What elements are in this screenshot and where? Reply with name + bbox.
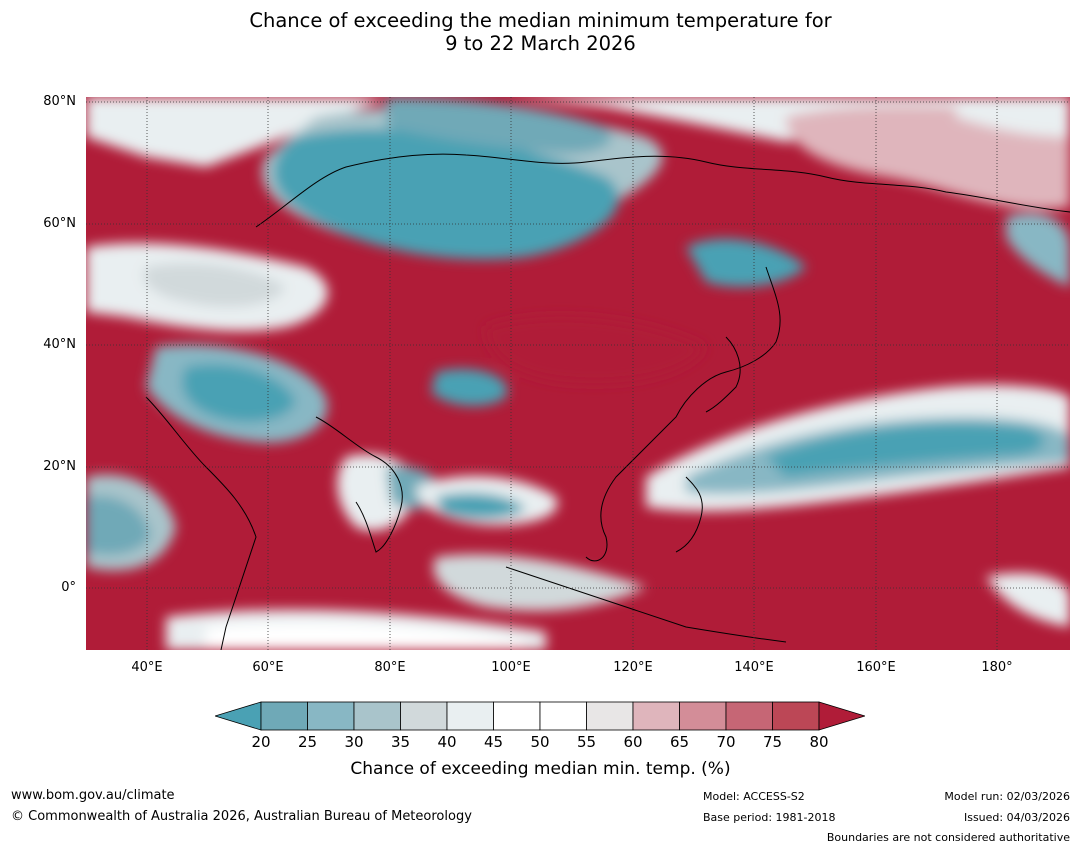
probability-map [86, 97, 1070, 650]
lat-label-80n: 80°N [43, 94, 76, 109]
colorbar-tick-label: 50 [530, 733, 550, 751]
colorbar-segment [446, 701, 494, 731]
colorbar-segment [679, 701, 727, 731]
colorbar-under-triangle [215, 701, 262, 731]
colorbar-tick-label: 75 [762, 733, 783, 751]
colorbar-tick-label: 45 [483, 733, 504, 751]
lat-label-0: 0° [61, 580, 76, 595]
lon-label-80e: 80°E [374, 660, 406, 675]
colorbar-tick-label: 25 [297, 733, 318, 751]
colorbar-segment [725, 701, 773, 731]
colorbar-segment [632, 701, 680, 731]
lat-label-20n: 20°N [43, 459, 76, 474]
colorbar-tick-label: 35 [390, 733, 411, 751]
colorbar-segment [772, 701, 820, 731]
footer-disclaimer: Boundaries are not considered authoritat… [826, 831, 1070, 844]
colorbar-segment [586, 701, 634, 731]
footer-model: Model: ACCESS-S2 [703, 790, 805, 803]
colorbar-label: Chance of exceeding median min. temp. (%… [350, 759, 731, 779]
footer-url: www.bom.gov.au/climate [11, 788, 175, 803]
footer-base-period: Base period: 1981-2018 [703, 811, 836, 824]
chart-title: Chance of exceeding the median minimum t… [0, 9, 1081, 55]
footer-copyright: © Commonwealth of Australia 2026, Austra… [11, 809, 472, 824]
lon-label-60e: 60°E [252, 660, 284, 675]
lat-label-60n: 60°N [43, 216, 76, 231]
lon-label-160e: 160°E [856, 660, 896, 675]
lon-label-120e: 120°E [613, 660, 653, 675]
colorbar-segment [353, 701, 401, 731]
colorbar-tick-label: 20 [251, 733, 271, 751]
lat-label-40n: 40°N [43, 337, 76, 352]
lon-label-40e: 40°E [131, 660, 163, 675]
colorbar [215, 701, 865, 731]
colorbar-tick-label: 80 [809, 733, 829, 751]
colorbar-tick-label: 65 [669, 733, 690, 751]
probability-field [86, 97, 1070, 650]
colorbar-segment [260, 701, 308, 731]
colorbar-tick-label: 60 [623, 733, 643, 751]
colorbar-tick-label: 55 [576, 733, 597, 751]
colorbar-segment [307, 701, 355, 731]
colorbar-tick-label: 70 [716, 733, 736, 751]
lon-label-140e: 140°E [734, 660, 774, 675]
colorbar-tick-label: 30 [344, 733, 364, 751]
colorbar-segment [400, 701, 448, 731]
coastlines [145, 153, 1070, 650]
footer-model-run: Model run: 02/03/2026 [944, 790, 1070, 803]
colorbar-segment [539, 701, 587, 731]
footer-issued: Issued: 04/03/2026 [963, 811, 1070, 824]
lon-label-180: 180° [981, 660, 1013, 675]
graticule [86, 97, 1070, 650]
title-line-1: Chance of exceeding the median minimum t… [249, 9, 832, 32]
colorbar-tick-label: 40 [437, 733, 457, 751]
colorbar-over-triangle [818, 701, 865, 731]
lon-label-100e: 100°E [491, 660, 531, 675]
title-line-2: 9 to 22 March 2026 [445, 32, 636, 55]
colorbar-segment [493, 701, 541, 731]
